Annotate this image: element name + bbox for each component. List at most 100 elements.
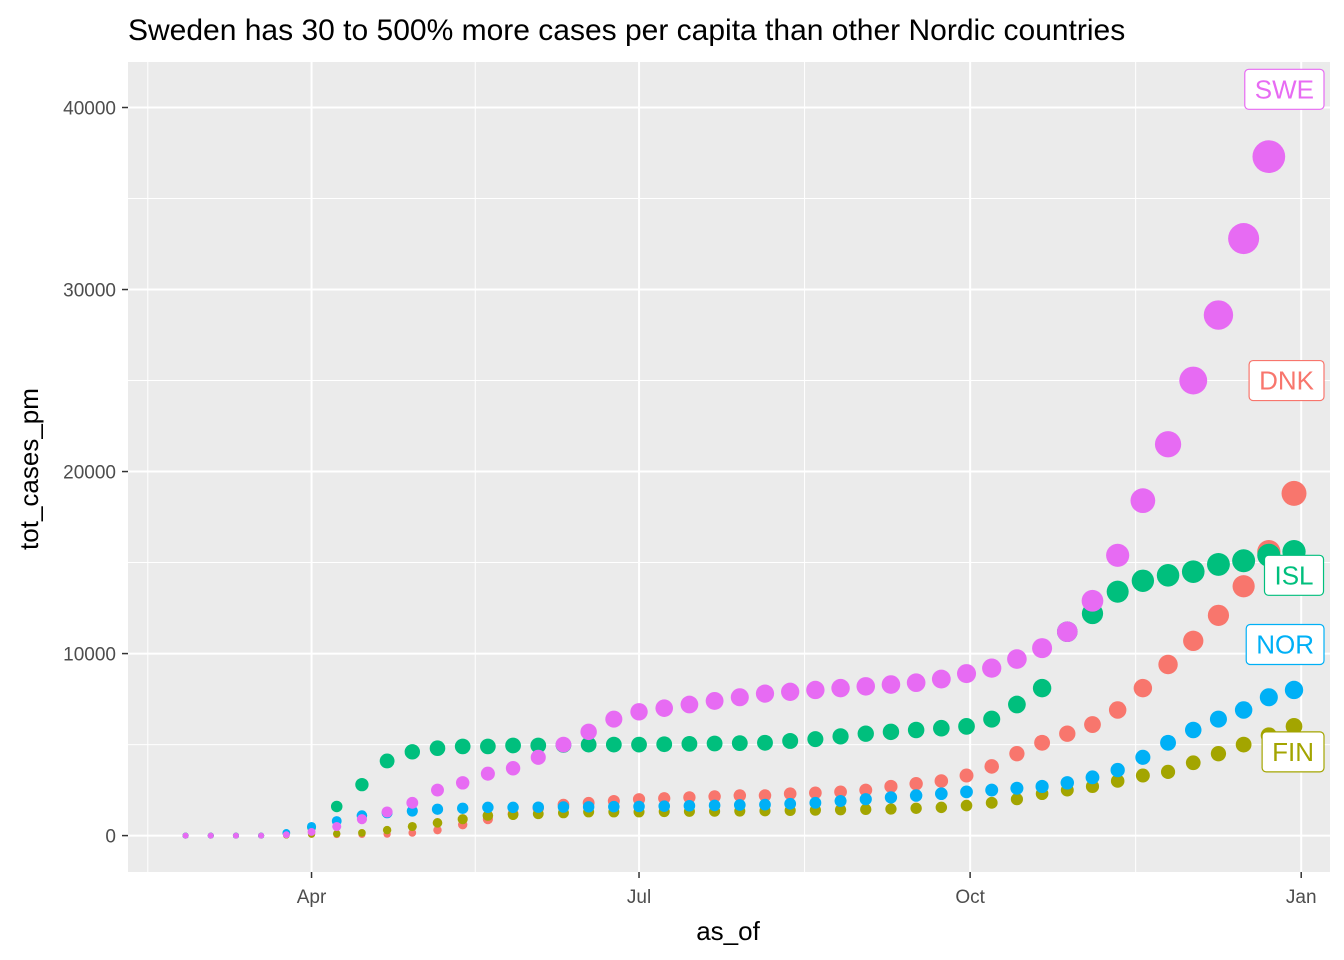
data-point xyxy=(831,678,850,698)
data-point xyxy=(733,789,747,802)
data-point xyxy=(1106,543,1130,567)
series-swe xyxy=(182,72,1312,839)
data-point xyxy=(1056,621,1078,643)
data-point xyxy=(282,831,290,839)
y-tick-label: 30000 xyxy=(63,281,116,302)
data-point xyxy=(1108,701,1127,719)
data-point xyxy=(1135,749,1151,765)
data-point xyxy=(404,744,420,760)
data-point xyxy=(860,803,872,816)
x-tick-label: Oct xyxy=(955,887,985,908)
data-point xyxy=(406,796,419,809)
data-point xyxy=(907,721,925,739)
data-point xyxy=(909,777,923,791)
x-axis-title: as_of xyxy=(696,916,760,946)
y-tick-label: 40000 xyxy=(63,99,116,120)
data-point xyxy=(633,800,645,813)
data-point xyxy=(730,688,749,707)
data-point xyxy=(429,740,446,757)
data-point xyxy=(507,801,519,814)
data-point xyxy=(1032,638,1053,659)
data-point xyxy=(807,731,824,748)
data-point xyxy=(1235,736,1252,753)
x-tick-label: Jul xyxy=(627,887,651,908)
data-point xyxy=(784,797,797,810)
data-point xyxy=(1034,734,1051,751)
data-point xyxy=(406,805,418,817)
data-point xyxy=(482,801,494,814)
data-point xyxy=(1284,680,1304,700)
data-point xyxy=(1232,549,1256,573)
data-point xyxy=(1206,552,1230,576)
data-point xyxy=(1203,300,1234,330)
data-point xyxy=(530,737,547,754)
data-point xyxy=(1160,734,1176,751)
data-point xyxy=(630,703,648,721)
country-label-box xyxy=(1263,554,1325,596)
data-point xyxy=(782,732,799,749)
data-point xyxy=(856,677,876,696)
data-point xyxy=(1281,480,1307,506)
data-point xyxy=(454,738,471,755)
data-point xyxy=(608,800,620,813)
data-point xyxy=(683,799,696,812)
data-point xyxy=(705,691,724,710)
y-axis: 0 10000 20000 30000 40000 xyxy=(63,99,128,848)
y-axis-title: tot_cases_pm xyxy=(14,388,44,550)
data-point xyxy=(1259,688,1278,707)
country-label-box xyxy=(1245,623,1325,666)
data-point xyxy=(809,796,822,809)
data-point xyxy=(906,673,926,693)
data-point xyxy=(182,832,189,839)
data-point xyxy=(910,802,922,814)
label-swe: SWE xyxy=(1244,68,1325,110)
data-point xyxy=(532,801,544,813)
data-point xyxy=(605,710,623,728)
data-point xyxy=(859,793,872,806)
data-point xyxy=(680,695,699,714)
y-tick-label: 20000 xyxy=(63,463,116,484)
data-point xyxy=(1035,779,1049,794)
data-point xyxy=(505,737,521,754)
label-fin: FIN xyxy=(1261,731,1325,773)
data-point xyxy=(1133,678,1153,698)
data-point xyxy=(1085,770,1100,785)
data-point xyxy=(757,734,773,751)
country-label-text: FIN xyxy=(1272,737,1314,767)
data-point xyxy=(1207,604,1230,626)
data-point xyxy=(781,682,800,701)
data-point xyxy=(482,810,494,821)
data-point xyxy=(480,766,495,781)
data-point xyxy=(1160,764,1176,779)
data-point xyxy=(956,664,977,684)
data-point xyxy=(1156,564,1180,587)
data-point xyxy=(356,814,367,825)
major-gridlines xyxy=(128,62,1330,872)
x-axis: Apr Jul Oct Jan xyxy=(297,872,1317,908)
data-point xyxy=(1110,774,1125,788)
data-point xyxy=(783,787,797,801)
data-point xyxy=(379,753,395,769)
country-label-text: SWE xyxy=(1255,74,1314,104)
data-point xyxy=(731,735,748,752)
data-point xyxy=(555,736,572,753)
data-point xyxy=(834,804,847,816)
data-point xyxy=(505,761,521,776)
data-point xyxy=(1252,140,1286,174)
data-point xyxy=(1130,488,1156,514)
data-point xyxy=(882,723,900,741)
data-point xyxy=(857,725,874,742)
data-point xyxy=(983,710,1001,728)
data-point xyxy=(834,794,847,808)
data-point xyxy=(960,799,973,812)
data-point xyxy=(834,785,847,799)
data-point xyxy=(582,801,595,813)
data-point xyxy=(1228,223,1260,255)
y-tick-label: 10000 xyxy=(63,645,116,666)
data-point xyxy=(631,736,647,753)
country-label-box xyxy=(1261,731,1325,773)
data-point xyxy=(358,829,366,837)
data-point xyxy=(759,798,771,811)
data-point xyxy=(480,738,496,755)
